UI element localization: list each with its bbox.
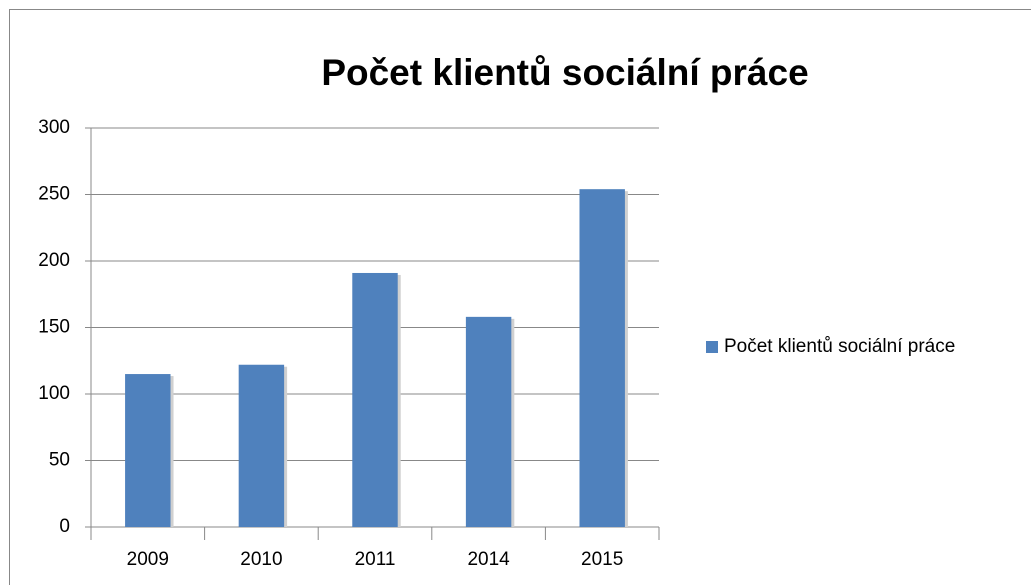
y-tick-label: 150 [38, 317, 70, 338]
y-tick-label: 50 [49, 450, 70, 471]
y-tick-label: 300 [38, 117, 70, 138]
legend-label: Počet klientů sociální práce [724, 336, 955, 357]
x-tick-label: 2010 [240, 549, 282, 570]
y-tick-label: 250 [38, 184, 70, 205]
y-tick-label: 0 [59, 516, 70, 537]
bar [465, 316, 512, 527]
legend-swatch [706, 341, 718, 353]
bar [238, 364, 285, 527]
chart-frame [9, 9, 1031, 585]
chart-title: Počet klientů sociální práce [321, 52, 808, 93]
bar [579, 189, 625, 527]
x-tick-label: 2009 [127, 549, 169, 570]
bar [125, 374, 171, 527]
y-tick-label: 200 [38, 250, 70, 271]
x-tick-label: 2015 [581, 549, 623, 570]
x-tick-label: 2014 [467, 549, 510, 570]
x-tick-label: 2011 [355, 549, 396, 570]
bar [352, 272, 398, 527]
y-tick-label: 100 [38, 383, 70, 404]
